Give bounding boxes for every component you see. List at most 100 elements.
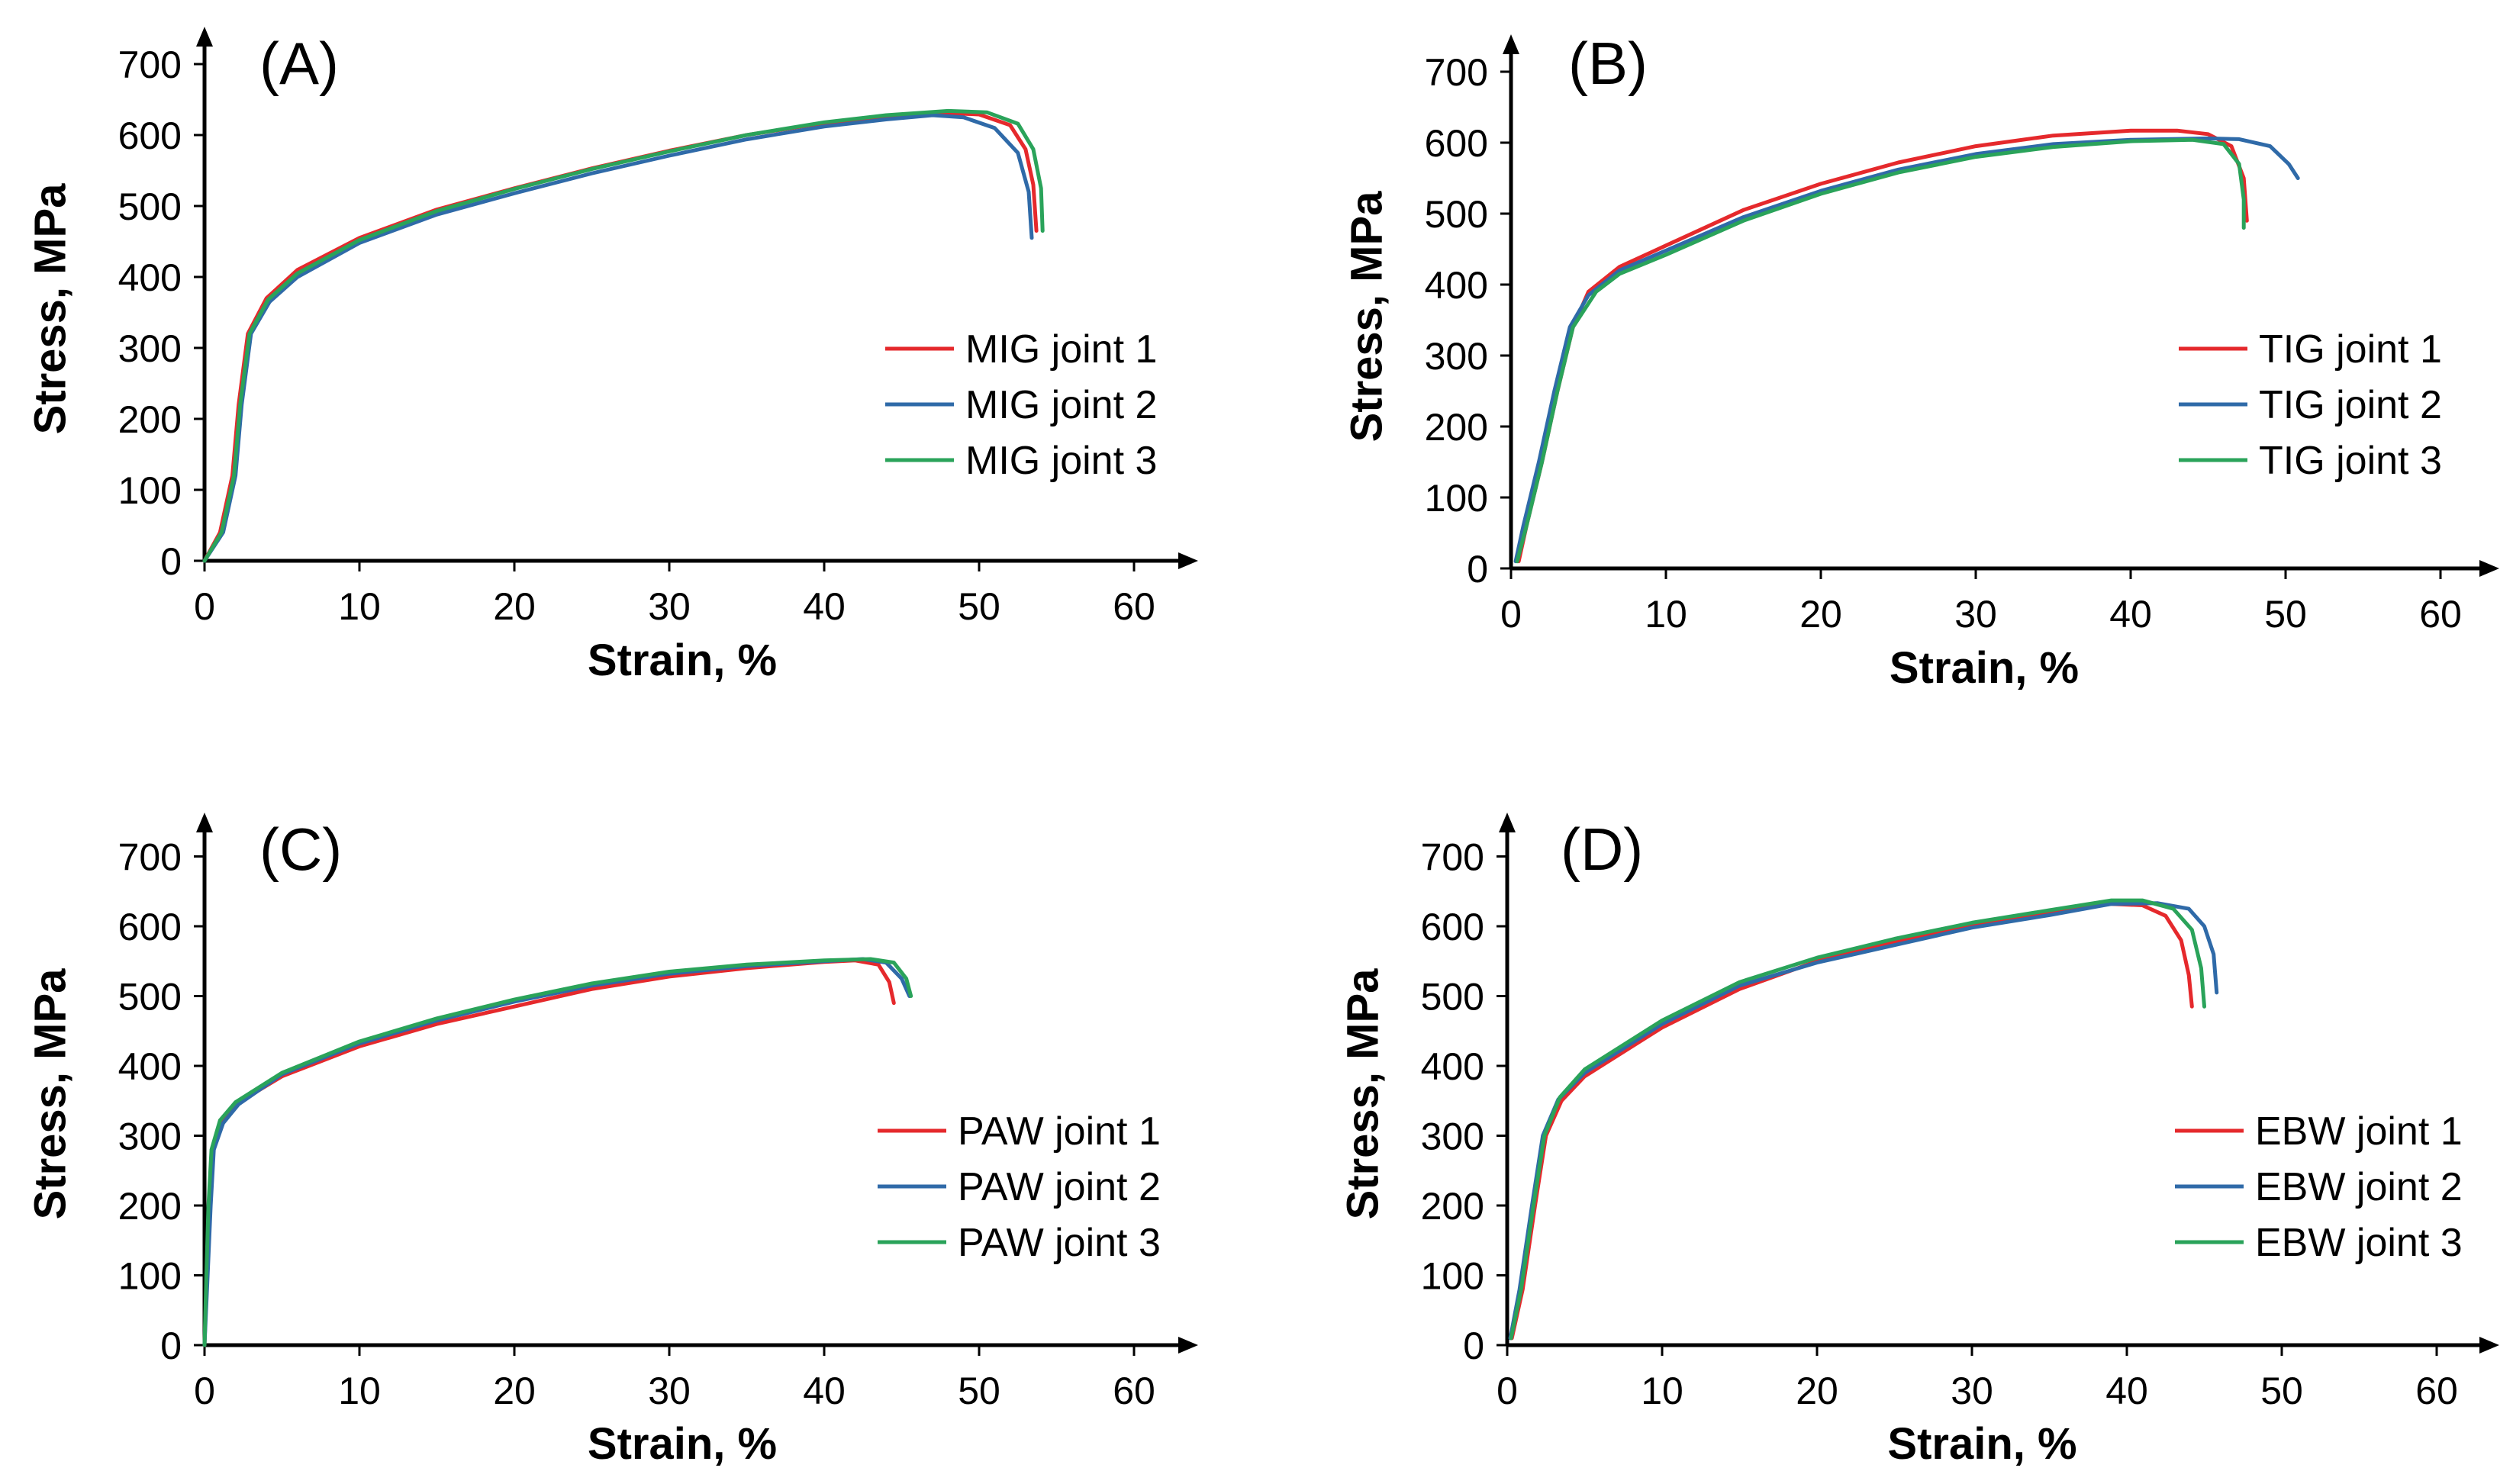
legend-label-joint-3: EBW joint 3 bbox=[2255, 1221, 2463, 1265]
x-tick-label: 10 bbox=[338, 1370, 381, 1412]
series-line-joint-3 bbox=[202, 957, 913, 1347]
x-tick-label: 0 bbox=[194, 1370, 215, 1412]
y-tick-label: 0 bbox=[1463, 1325, 1484, 1367]
series-line-joint-2 bbox=[202, 957, 912, 1347]
y-tick-label: 100 bbox=[1425, 477, 1488, 520]
panel-label: (C) bbox=[259, 816, 342, 883]
y-axis-arrow-icon bbox=[1499, 813, 1516, 832]
x-tick-label: 60 bbox=[1113, 585, 1155, 628]
y-tick-label: 400 bbox=[1421, 1045, 1484, 1088]
y-tick-label: 400 bbox=[118, 256, 182, 299]
x-axis-arrow-icon bbox=[1178, 1337, 1198, 1354]
x-tick-label: 50 bbox=[958, 585, 1000, 628]
x-tick-label: 20 bbox=[1799, 593, 1842, 636]
y-tick-label: 600 bbox=[118, 114, 182, 157]
y-tick-label: 300 bbox=[118, 1115, 182, 1158]
x-tick-label: 40 bbox=[2105, 1370, 2148, 1412]
legend-label-joint-3: PAW joint 3 bbox=[958, 1221, 1161, 1265]
y-tick-label: 400 bbox=[118, 1045, 182, 1088]
x-tick-label: 50 bbox=[2260, 1370, 2303, 1412]
x-axis-label: Strain, % bbox=[588, 1419, 777, 1469]
x-tick-label: 0 bbox=[194, 585, 215, 628]
legend-label-joint-3: MIG joint 3 bbox=[965, 439, 1157, 483]
chart-panel-b: 0 10 20 30 40 50 600100200300400500600700Strai… bbox=[1342, 30, 2499, 693]
x-tick-label: 20 bbox=[493, 1370, 536, 1412]
y-axis-arrow-icon bbox=[196, 27, 213, 47]
x-tick-label: 30 bbox=[648, 585, 691, 628]
x-tick-label: 30 bbox=[648, 1370, 691, 1412]
series-line-joint-2 bbox=[1513, 136, 2300, 564]
y-axis-label: Stress, MPa bbox=[25, 968, 75, 1220]
y-tick-label: 500 bbox=[118, 976, 182, 1019]
series-line-joint-1 bbox=[202, 958, 896, 1347]
chart-panel-d: 0 10 20 30 40 50 600100200300400500600700Strai… bbox=[1338, 813, 2499, 1469]
y-tick-label: 200 bbox=[118, 1185, 182, 1228]
y-tick-label: 0 bbox=[160, 540, 182, 583]
y-tick-label: 500 bbox=[1425, 193, 1488, 236]
x-tick-label: 30 bbox=[1954, 593, 1997, 636]
x-tick-label: 50 bbox=[958, 1370, 1000, 1412]
y-tick-label: 700 bbox=[1425, 51, 1488, 94]
x-tick-label: 60 bbox=[2419, 593, 2462, 636]
legend-label-joint-2: EBW joint 2 bbox=[2255, 1165, 2463, 1209]
y-tick-label: 0 bbox=[160, 1325, 182, 1367]
y-tick-label: 500 bbox=[1421, 976, 1484, 1019]
x-axis-label: Strain, % bbox=[1887, 1419, 2076, 1469]
y-axis-label: Stress, MPa bbox=[1342, 191, 1391, 443]
y-tick-label: 100 bbox=[118, 1255, 182, 1298]
series-line-joint-1 bbox=[1509, 902, 2194, 1341]
chart-panel-a: 0 10 20 30 40 50 600100200300400500600700Strai… bbox=[25, 27, 1198, 685]
legend-label-joint-2: PAW joint 2 bbox=[958, 1165, 1161, 1209]
y-tick-label: 400 bbox=[1425, 264, 1488, 307]
y-tick-label: 200 bbox=[1421, 1185, 1484, 1228]
x-tick-label: 30 bbox=[1951, 1370, 1993, 1412]
x-tick-label: 40 bbox=[803, 1370, 846, 1412]
x-tick-label: 40 bbox=[803, 585, 846, 628]
series-line-joint-1 bbox=[202, 111, 1039, 563]
chart-panel-c: 0 10 20 30 40 50 600100200300400500600700Strai… bbox=[25, 813, 1198, 1469]
y-tick-label: 300 bbox=[1425, 335, 1488, 378]
x-axis-arrow-icon bbox=[1178, 552, 1198, 569]
legend-label-joint-1: PAW joint 1 bbox=[958, 1109, 1161, 1154]
x-tick-label: 10 bbox=[1645, 593, 1687, 636]
y-axis-arrow-icon bbox=[1503, 34, 1519, 54]
legend-label-joint-1: MIG joint 1 bbox=[965, 327, 1157, 372]
legend-label-joint-2: TIG joint 2 bbox=[2259, 383, 2442, 427]
x-axis-label: Strain, % bbox=[588, 636, 777, 685]
series-line-joint-3 bbox=[1515, 137, 2246, 564]
y-axis-label: Stress, MPa bbox=[25, 183, 75, 435]
y-axis-arrow-icon bbox=[196, 813, 213, 832]
y-tick-label: 200 bbox=[1425, 406, 1488, 449]
x-tick-label: 10 bbox=[338, 585, 381, 628]
x-tick-label: 50 bbox=[2264, 593, 2307, 636]
panel-label: (B) bbox=[1568, 30, 1648, 97]
legend-label-joint-2: MIG joint 2 bbox=[965, 383, 1157, 427]
panel-label: (A) bbox=[259, 30, 339, 97]
x-tick-label: 60 bbox=[2415, 1370, 2458, 1412]
x-tick-label: 10 bbox=[1641, 1370, 1683, 1412]
y-tick-label: 300 bbox=[1421, 1115, 1484, 1158]
x-axis-arrow-icon bbox=[2479, 1337, 2499, 1354]
y-tick-label: 0 bbox=[1467, 548, 1488, 591]
y-tick-label: 700 bbox=[118, 836, 182, 879]
y-tick-label: 100 bbox=[1421, 1255, 1484, 1298]
y-tick-label: 700 bbox=[118, 43, 182, 86]
legend-label-joint-3: TIG joint 3 bbox=[2259, 439, 2442, 483]
x-axis-label: Strain, % bbox=[1890, 643, 2079, 693]
series-line-joint-2 bbox=[202, 113, 1034, 563]
series-line-joint-3 bbox=[202, 108, 1045, 563]
y-tick-label: 300 bbox=[118, 327, 182, 370]
y-tick-label: 600 bbox=[1425, 122, 1488, 165]
series-line-joint-1 bbox=[1516, 128, 2249, 564]
x-axis-arrow-icon bbox=[2479, 560, 2499, 577]
y-tick-label: 700 bbox=[1421, 836, 1484, 879]
legend-label-joint-1: EBW joint 1 bbox=[2255, 1109, 2463, 1154]
x-tick-label: 20 bbox=[1796, 1370, 1838, 1412]
y-tick-label: 200 bbox=[118, 398, 182, 441]
series-line-joint-2 bbox=[1508, 901, 2219, 1341]
x-tick-label: 60 bbox=[1113, 1370, 1155, 1412]
panel-label: (D) bbox=[1561, 816, 1643, 883]
x-tick-label: 0 bbox=[1497, 1370, 1518, 1412]
x-tick-label: 0 bbox=[1500, 593, 1522, 636]
